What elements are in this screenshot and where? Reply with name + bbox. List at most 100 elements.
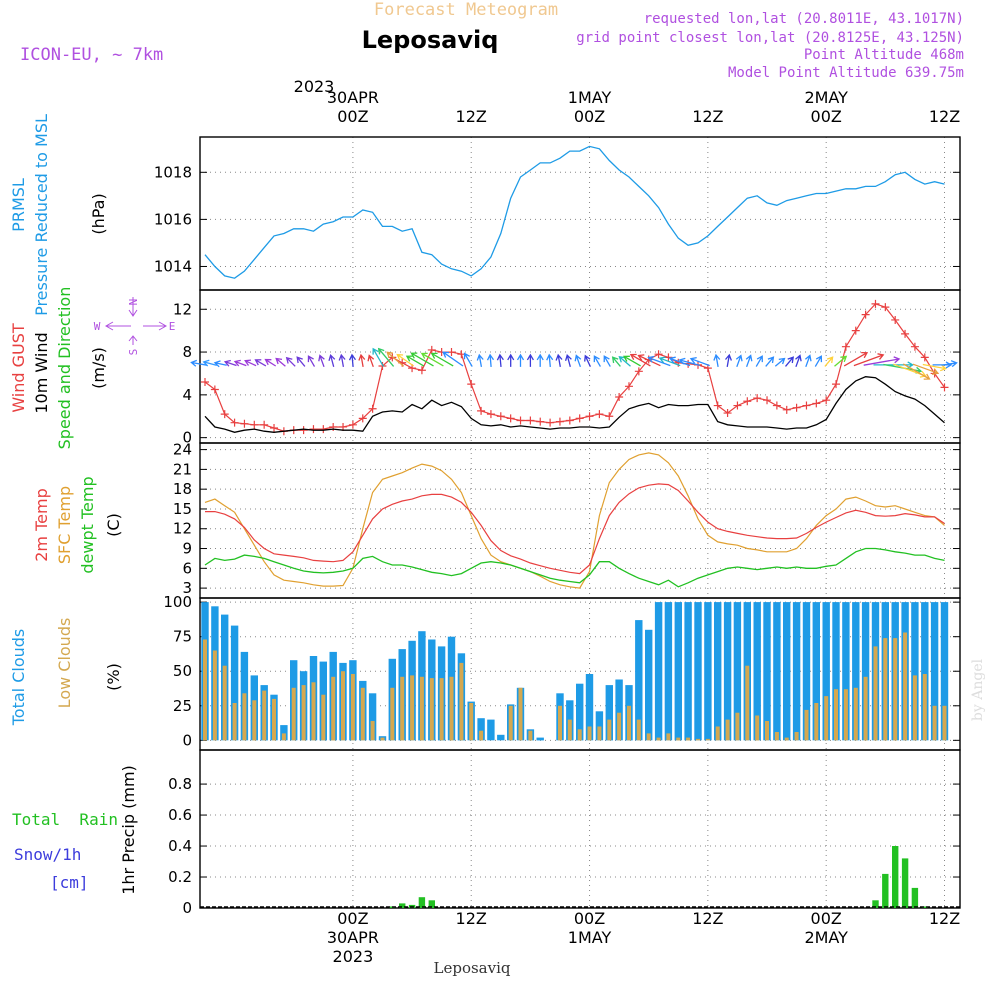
gust-marker bbox=[743, 397, 752, 406]
wind-direction-arrow bbox=[713, 353, 721, 368]
gust-marker bbox=[901, 329, 910, 338]
rain-bar bbox=[428, 900, 435, 908]
total-cloud-bar bbox=[930, 602, 939, 741]
total-cloud-bar bbox=[733, 602, 742, 741]
wind-direction-arrow bbox=[629, 353, 651, 367]
top-time-label: 1MAY bbox=[568, 88, 612, 107]
wind-direction-arrow bbox=[233, 359, 247, 367]
low-cloud-bar bbox=[932, 705, 937, 741]
rain-legend: Total Rain bbox=[12, 810, 118, 829]
low-cloud-bar bbox=[814, 703, 819, 741]
low-cloud-bar bbox=[419, 676, 424, 741]
temperature-ytick-label: 18 bbox=[173, 480, 192, 498]
wind-direction-arrow bbox=[611, 356, 621, 367]
gust-marker bbox=[467, 380, 476, 389]
wind-direction-arrow bbox=[678, 357, 701, 367]
low-cloud-bar bbox=[843, 689, 848, 741]
low-cloud-bar bbox=[242, 693, 247, 741]
low-cloud-bar bbox=[508, 705, 513, 741]
gust-marker bbox=[496, 412, 505, 421]
low-cloud-bar bbox=[715, 726, 720, 741]
wind-direction-arrow bbox=[765, 356, 775, 367]
total-cloud-bar bbox=[664, 602, 673, 741]
bottom-time-label: 12Z bbox=[929, 909, 960, 928]
total-cloud-bar bbox=[921, 602, 929, 741]
gust-marker bbox=[546, 418, 555, 427]
clouds-ytick-label: 50 bbox=[173, 662, 192, 680]
model-label: ICON-EU, ~ 7km bbox=[20, 45, 163, 65]
wind-direction-arrow bbox=[814, 355, 823, 367]
wind-direction-arrow bbox=[254, 359, 267, 367]
low-cloud-bar bbox=[360, 687, 365, 741]
wind-direction-arrow bbox=[834, 355, 848, 367]
low-cloud-bar bbox=[922, 674, 927, 741]
low-cloud-bar bbox=[587, 726, 592, 741]
low-cloud-bar bbox=[755, 715, 760, 741]
total-cloud-bar bbox=[635, 620, 643, 741]
gust-marker bbox=[220, 410, 229, 419]
precipitation-ytick-label: 0.2 bbox=[168, 868, 192, 886]
gust-marker bbox=[477, 406, 486, 415]
gust-marker bbox=[358, 414, 367, 423]
gust-marker bbox=[506, 414, 515, 423]
wind-direction-arrow bbox=[922, 363, 947, 372]
rain-bar bbox=[911, 887, 919, 908]
precipitation-ytick-label: 0.6 bbox=[168, 806, 192, 824]
total-cloud-bar bbox=[723, 602, 732, 741]
gust-marker bbox=[201, 378, 209, 387]
low-cloud-bar bbox=[459, 662, 464, 741]
wind-ytick-label: 8 bbox=[182, 343, 192, 361]
total-cloud-bar bbox=[714, 602, 722, 741]
rain-bar bbox=[418, 897, 426, 908]
wind-direction-arrow bbox=[442, 351, 464, 367]
low-cloud-bar bbox=[439, 678, 444, 741]
total-cloud-bar bbox=[694, 602, 702, 741]
top-time-label: 00Z bbox=[811, 107, 842, 126]
low-cloud-bar bbox=[232, 703, 237, 741]
total-cloud-bar bbox=[783, 602, 791, 741]
gust-marker bbox=[861, 310, 870, 319]
gust-marker bbox=[516, 416, 525, 425]
wind-direction-arrow bbox=[405, 355, 425, 367]
total-cloud-bar bbox=[674, 602, 682, 741]
wind-direction-arrow bbox=[264, 358, 277, 367]
low-cloud-bar bbox=[834, 689, 838, 741]
gust-marker bbox=[565, 416, 574, 425]
low-cloud-bar bbox=[479, 730, 484, 741]
requested-coords: requested lon,lat (20.8011E, 43.1017N) bbox=[644, 11, 964, 27]
gust-marker bbox=[368, 404, 377, 413]
bottom-time-label: 2MAY bbox=[804, 928, 848, 947]
low-cloud-bar bbox=[203, 639, 207, 741]
compass-east: E bbox=[169, 320, 176, 333]
low-cloud-bar bbox=[765, 721, 769, 741]
pressure-title-line-2: Pressure Reduced to MSL bbox=[32, 114, 51, 316]
low-cloud-bar bbox=[577, 729, 582, 741]
grid-point-coords: grid point closest lon,lat (20.8125E, 43… bbox=[576, 30, 964, 46]
rain-bar bbox=[892, 846, 899, 908]
total-cloud-bar bbox=[576, 683, 584, 741]
gust-marker bbox=[881, 303, 890, 312]
total-cloud-bar bbox=[280, 725, 288, 741]
total-cloud-bar bbox=[368, 693, 377, 741]
rain-bar bbox=[872, 900, 879, 908]
wind-direction-arrow bbox=[536, 353, 544, 367]
total-cloud-bar bbox=[832, 602, 840, 741]
pressure-line bbox=[204, 145, 945, 279]
total-cloud-bar bbox=[615, 679, 623, 741]
total-cloud-bar bbox=[487, 719, 495, 741]
total-cloud-bar bbox=[822, 602, 830, 741]
location-title: Leposaviq bbox=[362, 26, 499, 54]
total-cloud-bar bbox=[763, 602, 771, 741]
super-title: Forecast Meteogram bbox=[374, 0, 558, 20]
wind-direction-arrow bbox=[190, 359, 208, 367]
total-cloud-bar bbox=[812, 602, 820, 741]
point-altitude: Point Altitude 468m bbox=[804, 47, 964, 63]
gust-marker bbox=[802, 401, 811, 410]
total-cloud-bar bbox=[585, 674, 594, 741]
low-cloud-bar bbox=[676, 737, 681, 741]
temperature-ytick-label: 24 bbox=[173, 441, 192, 459]
gust-marker bbox=[920, 353, 929, 362]
low-cloud-bar bbox=[528, 730, 533, 741]
wind-direction-arrow bbox=[574, 354, 582, 368]
low-cloud-bar bbox=[262, 690, 267, 741]
